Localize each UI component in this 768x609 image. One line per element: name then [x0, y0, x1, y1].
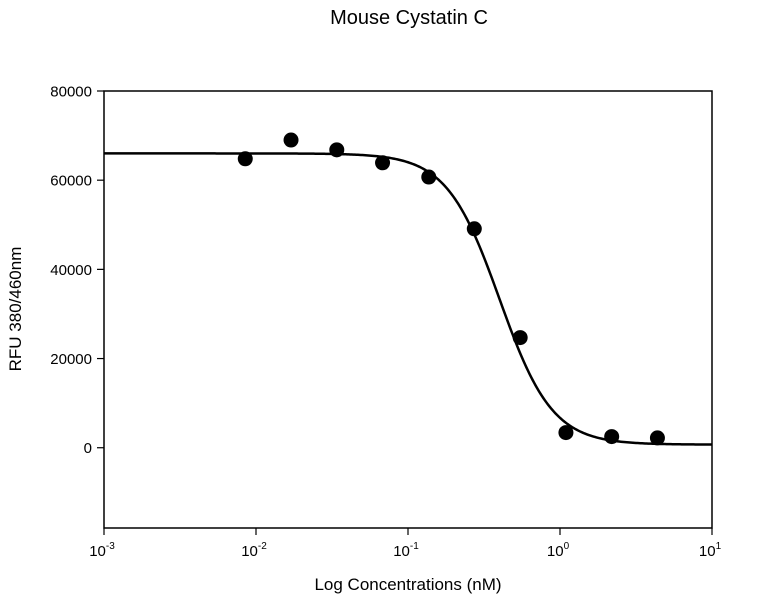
y-tick-label: 60000 — [50, 173, 92, 190]
x-tick-label: 10-1 — [393, 541, 419, 560]
data-point — [512, 330, 528, 346]
y-tick-label: 0 — [84, 440, 92, 457]
x-tick-label: 10-2 — [241, 541, 267, 560]
y-tick-label: 40000 — [50, 262, 92, 279]
x-tick-base: 10 — [241, 543, 258, 560]
x-axis: 10-3 10-2 10-1 100 101 — [89, 528, 722, 560]
x-tick-base: 10 — [393, 543, 410, 560]
y-axis-label: RFU 380/460nm — [6, 247, 25, 372]
data-point — [237, 151, 253, 167]
data-point — [558, 425, 574, 441]
x-tick-label: 101 — [699, 541, 722, 560]
x-tick-exponent: -2 — [258, 541, 267, 552]
data-point — [421, 169, 437, 185]
data-points — [237, 132, 665, 446]
data-point — [604, 429, 620, 445]
x-tick-exponent: -1 — [410, 541, 419, 552]
chart-title: Mouse Cystatin C — [330, 7, 488, 29]
x-tick-base: 10 — [699, 543, 716, 560]
x-axis-label: Log Concentrations (nM) — [314, 575, 501, 594]
x-tick-exponent: 1 — [716, 541, 722, 552]
fit-curve — [104, 152, 713, 446]
y-tick-label: 80000 — [50, 84, 92, 101]
x-tick-exponent: 0 — [564, 541, 570, 552]
y-axis: 0 20000 40000 60000 80000 — [50, 84, 104, 457]
x-tick-base: 10 — [89, 543, 106, 560]
plot-frame — [103, 90, 713, 529]
data-point — [649, 430, 665, 446]
data-point — [466, 221, 482, 237]
data-point — [283, 132, 299, 148]
y-tick-label: 20000 — [50, 351, 92, 368]
x-tick-base: 10 — [547, 543, 564, 560]
x-tick-label: 10-3 — [89, 541, 115, 560]
x-tick-label: 100 — [547, 541, 570, 560]
data-point — [329, 142, 345, 158]
x-tick-exponent: -3 — [106, 541, 115, 552]
data-point — [375, 155, 391, 171]
